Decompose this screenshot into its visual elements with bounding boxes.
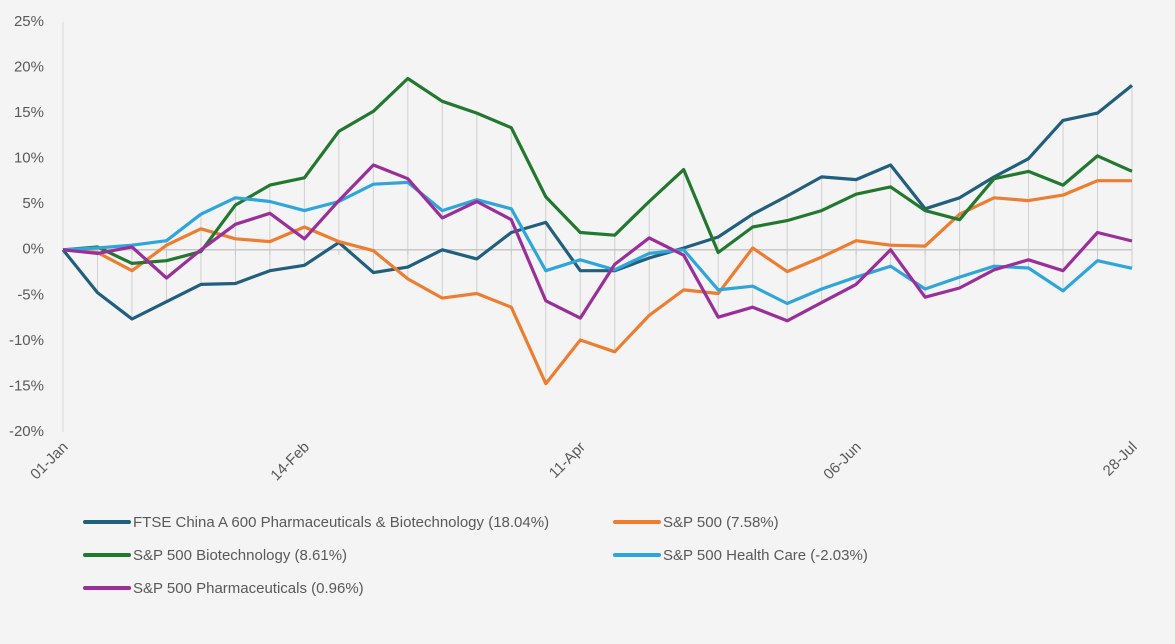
series-line	[62, 180, 1133, 306]
y-tick-label: -10%	[9, 332, 44, 349]
y-tick-label: 0%	[22, 241, 44, 258]
x-tick-label: 28-Jul	[1100, 439, 1141, 480]
y-tick-label: 20%	[14, 59, 44, 76]
y-tick-label: 15%	[14, 104, 44, 121]
legend-label: S&P 500 Health Care (-2.03%)	[663, 547, 868, 564]
x-tick-label: 11-Apr	[546, 439, 589, 482]
y-tick-label: -5%	[17, 286, 44, 303]
y-tick-label: 5%	[22, 195, 44, 212]
series-line	[62, 76, 1133, 265]
y-tick-label: 10%	[14, 150, 44, 167]
legend-label: S&P 500 Pharmaceuticals (0.96%)	[133, 580, 364, 597]
legend-label: S&P 500 Biotechnology (8.61%)	[133, 547, 347, 564]
series-line	[61, 84, 1134, 321]
y-tick-label: 25%	[14, 13, 44, 30]
legend-label: FTSE China A 600 Pharmaceuticals & Biote…	[133, 514, 549, 531]
x-tick-label: 01-Jan	[27, 439, 71, 483]
x-tick-label: 14-Feb	[267, 439, 313, 485]
legend-label: S&P 500 (7.58%)	[663, 514, 779, 531]
y-tick-label: -15%	[9, 377, 44, 394]
series-line	[62, 163, 1133, 323]
y-tick-label: -20%	[9, 423, 44, 440]
x-tick-label: 06-Jun	[820, 439, 864, 483]
